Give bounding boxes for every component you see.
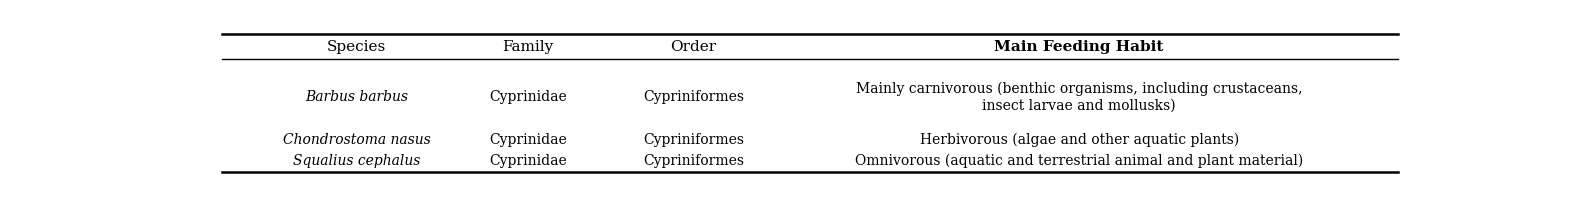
Text: Cypriniformes: Cypriniformes (643, 133, 744, 147)
Text: Order: Order (670, 40, 716, 54)
Text: Barbus barbus: Barbus barbus (305, 90, 408, 104)
Text: Chondrostoma nasus: Chondrostoma nasus (283, 133, 431, 147)
Text: Omnivorous (aquatic and terrestrial animal and plant material): Omnivorous (aquatic and terrestrial anim… (855, 154, 1304, 168)
Text: Family: Family (502, 40, 553, 54)
Text: Species: Species (327, 40, 386, 54)
Text: Cypriniformes: Cypriniformes (643, 154, 744, 168)
Text: Cypriniformes: Cypriniformes (643, 90, 744, 104)
Text: Cyprinidae: Cyprinidae (490, 133, 567, 147)
Text: Main Feeding Habit: Main Feeding Habit (994, 40, 1164, 54)
Text: Cyprinidae: Cyprinidae (490, 154, 567, 168)
Text: Cyprinidae: Cyprinidae (490, 90, 567, 104)
Text: Mainly carnivorous (benthic organisms, including crustaceans,
insect larvae and : Mainly carnivorous (benthic organisms, i… (856, 82, 1302, 112)
Text: Squalius cephalus: Squalius cephalus (292, 154, 420, 168)
Text: Herbivorous (algae and other aquatic plants): Herbivorous (algae and other aquatic pla… (920, 132, 1239, 147)
